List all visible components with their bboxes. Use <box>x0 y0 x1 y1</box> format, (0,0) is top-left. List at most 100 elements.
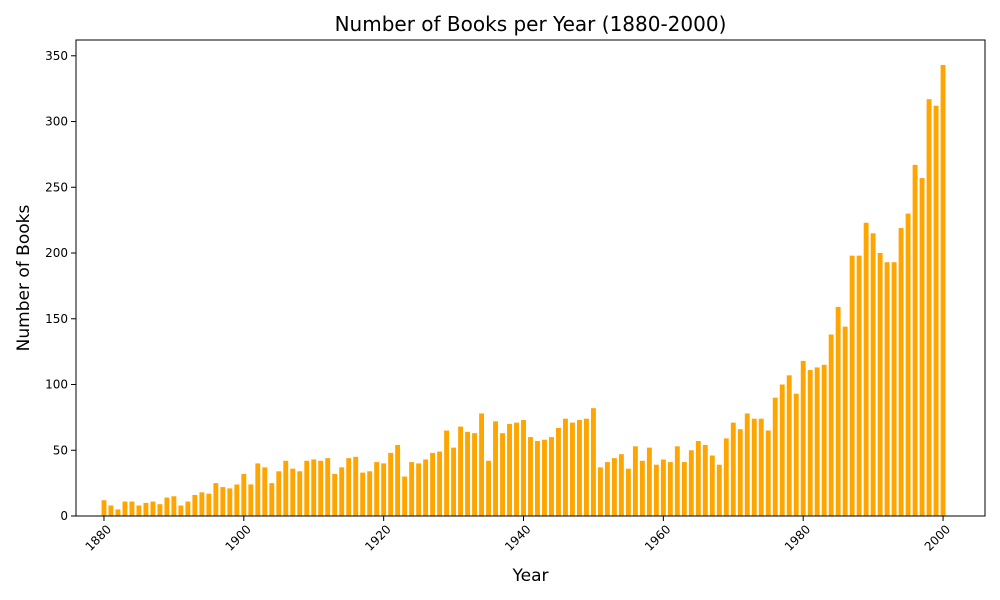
bar-1943 <box>542 439 547 516</box>
bar-1994 <box>898 228 904 516</box>
bar-1946 <box>563 418 568 516</box>
bar-1921 <box>388 452 394 516</box>
bar-1924 <box>409 462 415 516</box>
bar-1952 <box>604 462 610 516</box>
bar-1950 <box>590 408 596 516</box>
bar-1900 <box>241 473 247 516</box>
bar-1944 <box>549 437 554 516</box>
bar-1968 <box>716 464 722 516</box>
bar-1963 <box>681 462 687 516</box>
y-tick-label: 250 <box>45 180 68 194</box>
bar-1903 <box>262 467 268 516</box>
bar-1955 <box>625 468 631 516</box>
bar-1990 <box>870 233 876 517</box>
bar-1945 <box>556 427 561 516</box>
bar-1939 <box>514 422 519 516</box>
y-tick-label: 200 <box>45 246 68 260</box>
bar-1890 <box>171 496 177 516</box>
bar-1918 <box>367 471 373 516</box>
bar-1991 <box>877 253 883 516</box>
bar-1933 <box>472 433 477 516</box>
bar-1953 <box>611 458 617 516</box>
bar-1956 <box>632 446 638 516</box>
bar-1894 <box>199 492 205 516</box>
bar-1896 <box>213 483 219 516</box>
bar-1909 <box>304 460 310 516</box>
bar-1938 <box>507 423 512 516</box>
bar-1905 <box>276 471 282 516</box>
bar-1947 <box>570 422 575 516</box>
bar-1975 <box>765 430 771 516</box>
bar-1912 <box>325 458 331 516</box>
bar-1915 <box>346 458 352 516</box>
bar-1981 <box>807 370 813 516</box>
bar-1960 <box>660 459 666 516</box>
bar-1971 <box>737 429 743 516</box>
bar-2000 <box>940 64 946 516</box>
bar-1906 <box>283 460 289 516</box>
bar-1985 <box>835 306 841 516</box>
bar-1917 <box>360 472 366 516</box>
bar-1962 <box>674 446 680 516</box>
bar-1888 <box>157 504 163 516</box>
bar-1932 <box>465 431 471 516</box>
bars-group <box>101 64 946 517</box>
bar-1995 <box>905 213 911 516</box>
bar-1989 <box>863 222 869 516</box>
bar-1984 <box>828 334 834 516</box>
bar-1973 <box>751 418 757 516</box>
bar-1958 <box>646 447 652 516</box>
bar-1893 <box>192 494 198 516</box>
bar-1914 <box>339 467 345 516</box>
x-tick-label: 1900 <box>222 522 253 553</box>
bar-1993 <box>891 262 897 516</box>
y-tick-label: 50 <box>53 443 68 457</box>
bar-1987 <box>849 255 855 516</box>
bar-1885 <box>136 505 142 516</box>
bar-1889 <box>164 497 170 516</box>
bar-1926 <box>423 459 429 516</box>
bar-1951 <box>597 467 603 516</box>
bar-1969 <box>723 438 729 516</box>
bar-1928 <box>437 451 443 516</box>
x-tick-label: 1920 <box>362 522 393 553</box>
y-tick-label: 350 <box>45 49 68 63</box>
bar-1919 <box>374 462 380 516</box>
bar-1916 <box>353 456 359 516</box>
bar-1988 <box>856 255 862 516</box>
bar-1887 <box>150 501 156 516</box>
x-axis-label: Year <box>512 566 549 586</box>
bar-1935 <box>486 460 491 516</box>
bar-1999 <box>933 105 939 516</box>
bar-1954 <box>618 454 624 516</box>
plot-frame <box>75 39 986 517</box>
bar-1978 <box>786 375 792 516</box>
bar-1899 <box>234 484 240 516</box>
bar-1964 <box>688 450 694 516</box>
bar-1881 <box>108 505 114 516</box>
bar-1880 <box>101 500 107 516</box>
bar-1959 <box>653 464 659 516</box>
bar-1937 <box>500 433 505 516</box>
bar-1886 <box>143 502 149 516</box>
bar-1884 <box>129 501 135 516</box>
bar-1907 <box>290 468 296 516</box>
bar-1957 <box>639 460 645 516</box>
bar-1966 <box>702 444 708 516</box>
bar-1923 <box>402 476 408 516</box>
chart-title: Number of Books per Year (1880-2000) <box>335 12 727 36</box>
bar-1908 <box>297 471 303 516</box>
bar-1922 <box>395 444 401 516</box>
bar-1897 <box>220 487 226 516</box>
x-tick-label: 2000 <box>922 522 953 553</box>
bar-1967 <box>709 455 715 516</box>
bar-1930 <box>451 447 457 516</box>
bar-1992 <box>884 262 890 516</box>
bar-1940 <box>521 420 526 516</box>
bar-1986 <box>842 326 848 516</box>
bar-1936 <box>493 421 498 516</box>
bar-1983 <box>821 364 827 516</box>
bar-1883 <box>122 501 128 516</box>
bar-1927 <box>430 452 436 516</box>
